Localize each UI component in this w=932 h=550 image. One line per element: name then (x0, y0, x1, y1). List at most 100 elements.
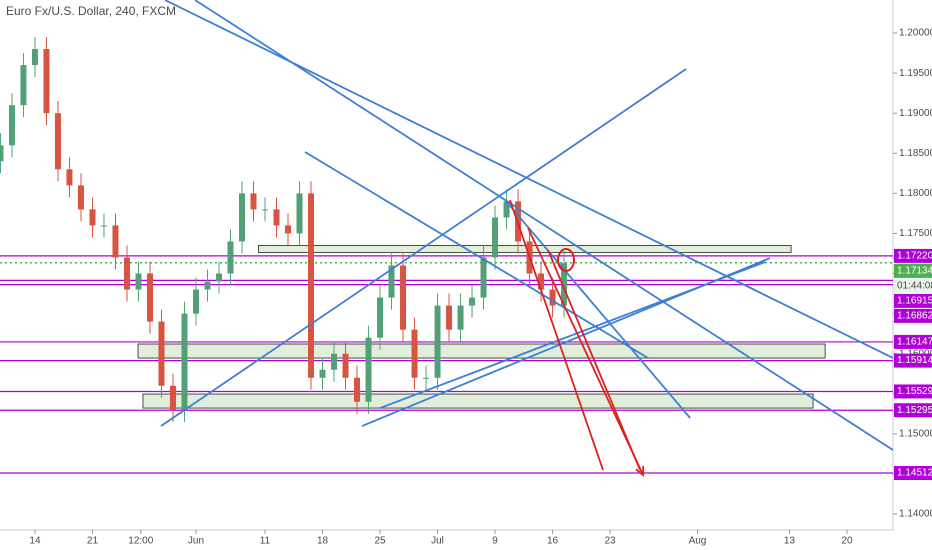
price-tag-label: 1.16862 (897, 311, 932, 322)
price-tag (894, 263, 932, 278)
candle-body (54, 113, 61, 170)
trendline (194, 0, 893, 451)
price-tag (894, 248, 932, 263)
candle-body (538, 273, 545, 290)
axes: 1.140001.145001.150001.155001.160001.165… (29, 28, 932, 547)
price-tag (894, 465, 932, 480)
candle-body (354, 377, 361, 402)
candle-body (457, 305, 464, 330)
price-tag (894, 353, 932, 368)
candle-body (8, 105, 15, 146)
trendline (504, 199, 691, 419)
candle-body (308, 193, 315, 378)
candle-body (319, 369, 326, 378)
arrow-head (635, 465, 645, 477)
candle-body (77, 185, 84, 210)
candle-body (227, 241, 234, 274)
candle-body (89, 209, 96, 226)
x-tick-label: 16 (547, 536, 559, 547)
x-tick-label: 23 (604, 536, 616, 547)
y-tick-label: 1.14000 (899, 509, 932, 520)
candle-body (411, 329, 418, 378)
candle-body (480, 257, 487, 298)
countdown-tag (894, 278, 932, 293)
candle-body (100, 225, 107, 227)
candle-body (181, 313, 188, 410)
plot (0, 0, 893, 477)
y-tick-label: 1.19000 (899, 108, 932, 119)
chart-title: Euro Fx/U.S. Dollar, 240, FXCM (6, 4, 176, 18)
price-tag-label: 1.15914 (897, 355, 932, 366)
candle-body (273, 209, 280, 226)
x-tick-label: Jul (431, 536, 444, 547)
price-tag-label: 1.15529 (897, 386, 932, 397)
x-tick-label: 18 (317, 536, 329, 547)
trendline (509, 199, 604, 471)
candle-body (250, 193, 257, 210)
candle-body (331, 353, 338, 370)
price-tag (894, 384, 932, 399)
x-tick-label: 14 (29, 536, 41, 547)
candle-body (43, 49, 50, 114)
candle-body (0, 145, 4, 162)
countdown-label: 01:44:08 (897, 281, 932, 292)
candle-body (20, 65, 27, 106)
y-tick-label: 1.17500 (899, 228, 932, 239)
candle-body (158, 321, 165, 386)
candle-body (561, 263, 568, 306)
x-tick-label: 11 (260, 536, 271, 547)
trendline (160, 68, 687, 427)
candle-body (123, 257, 130, 290)
candle-body (192, 289, 199, 314)
candle-body (342, 353, 349, 378)
price-tag-label: 1.16147 (897, 337, 932, 348)
x-tick-label: 13 (784, 536, 796, 547)
trendline (379, 261, 766, 409)
y-tick-label: 1.15000 (899, 429, 932, 440)
trendline (547, 249, 641, 471)
candle-body (112, 225, 119, 258)
candle-body (469, 297, 476, 306)
candle-body (169, 385, 176, 410)
zone (137, 343, 826, 359)
price-tag-label: 1.14512 (897, 468, 932, 479)
x-tick-label: 25 (374, 536, 386, 547)
zone (142, 393, 814, 409)
x-tick-label: 21 (87, 536, 99, 547)
candle-body (434, 305, 441, 378)
price-tag-label: 1.17134 (897, 266, 932, 277)
candle-body (285, 225, 292, 234)
price-tag (894, 403, 932, 418)
candle-body (135, 273, 142, 290)
y-tick-label: 1.20000 (899, 28, 932, 39)
candle-body (66, 169, 73, 186)
price-tag-label: 1.17220 (897, 251, 932, 262)
y-tick-label: 1.19500 (899, 68, 932, 79)
candle-body (262, 209, 269, 211)
price-tag (894, 308, 932, 323)
x-tick-label: 12:00 (128, 536, 153, 547)
trendline (527, 227, 644, 476)
highlight-circle (557, 247, 576, 272)
trendline (304, 151, 649, 359)
candle-body (238, 193, 245, 242)
candle-body (549, 289, 556, 306)
y-tick-label: 1.18000 (899, 188, 932, 199)
candle-body (377, 297, 384, 338)
x-tick-label: 9 (492, 536, 498, 547)
candle-body (146, 273, 153, 322)
candle-body (365, 337, 372, 402)
candle-body (215, 273, 222, 282)
candle-body (423, 377, 430, 379)
zone (258, 245, 792, 253)
x-tick-label: 20 (841, 536, 853, 547)
candle-body (388, 265, 395, 298)
candle-body (204, 281, 211, 290)
candle-body (503, 201, 510, 218)
candle-body (492, 217, 499, 258)
candle-body (31, 49, 38, 66)
x-tick-label: Aug (689, 536, 707, 547)
price-tag-label: 1.16915 (897, 296, 932, 307)
